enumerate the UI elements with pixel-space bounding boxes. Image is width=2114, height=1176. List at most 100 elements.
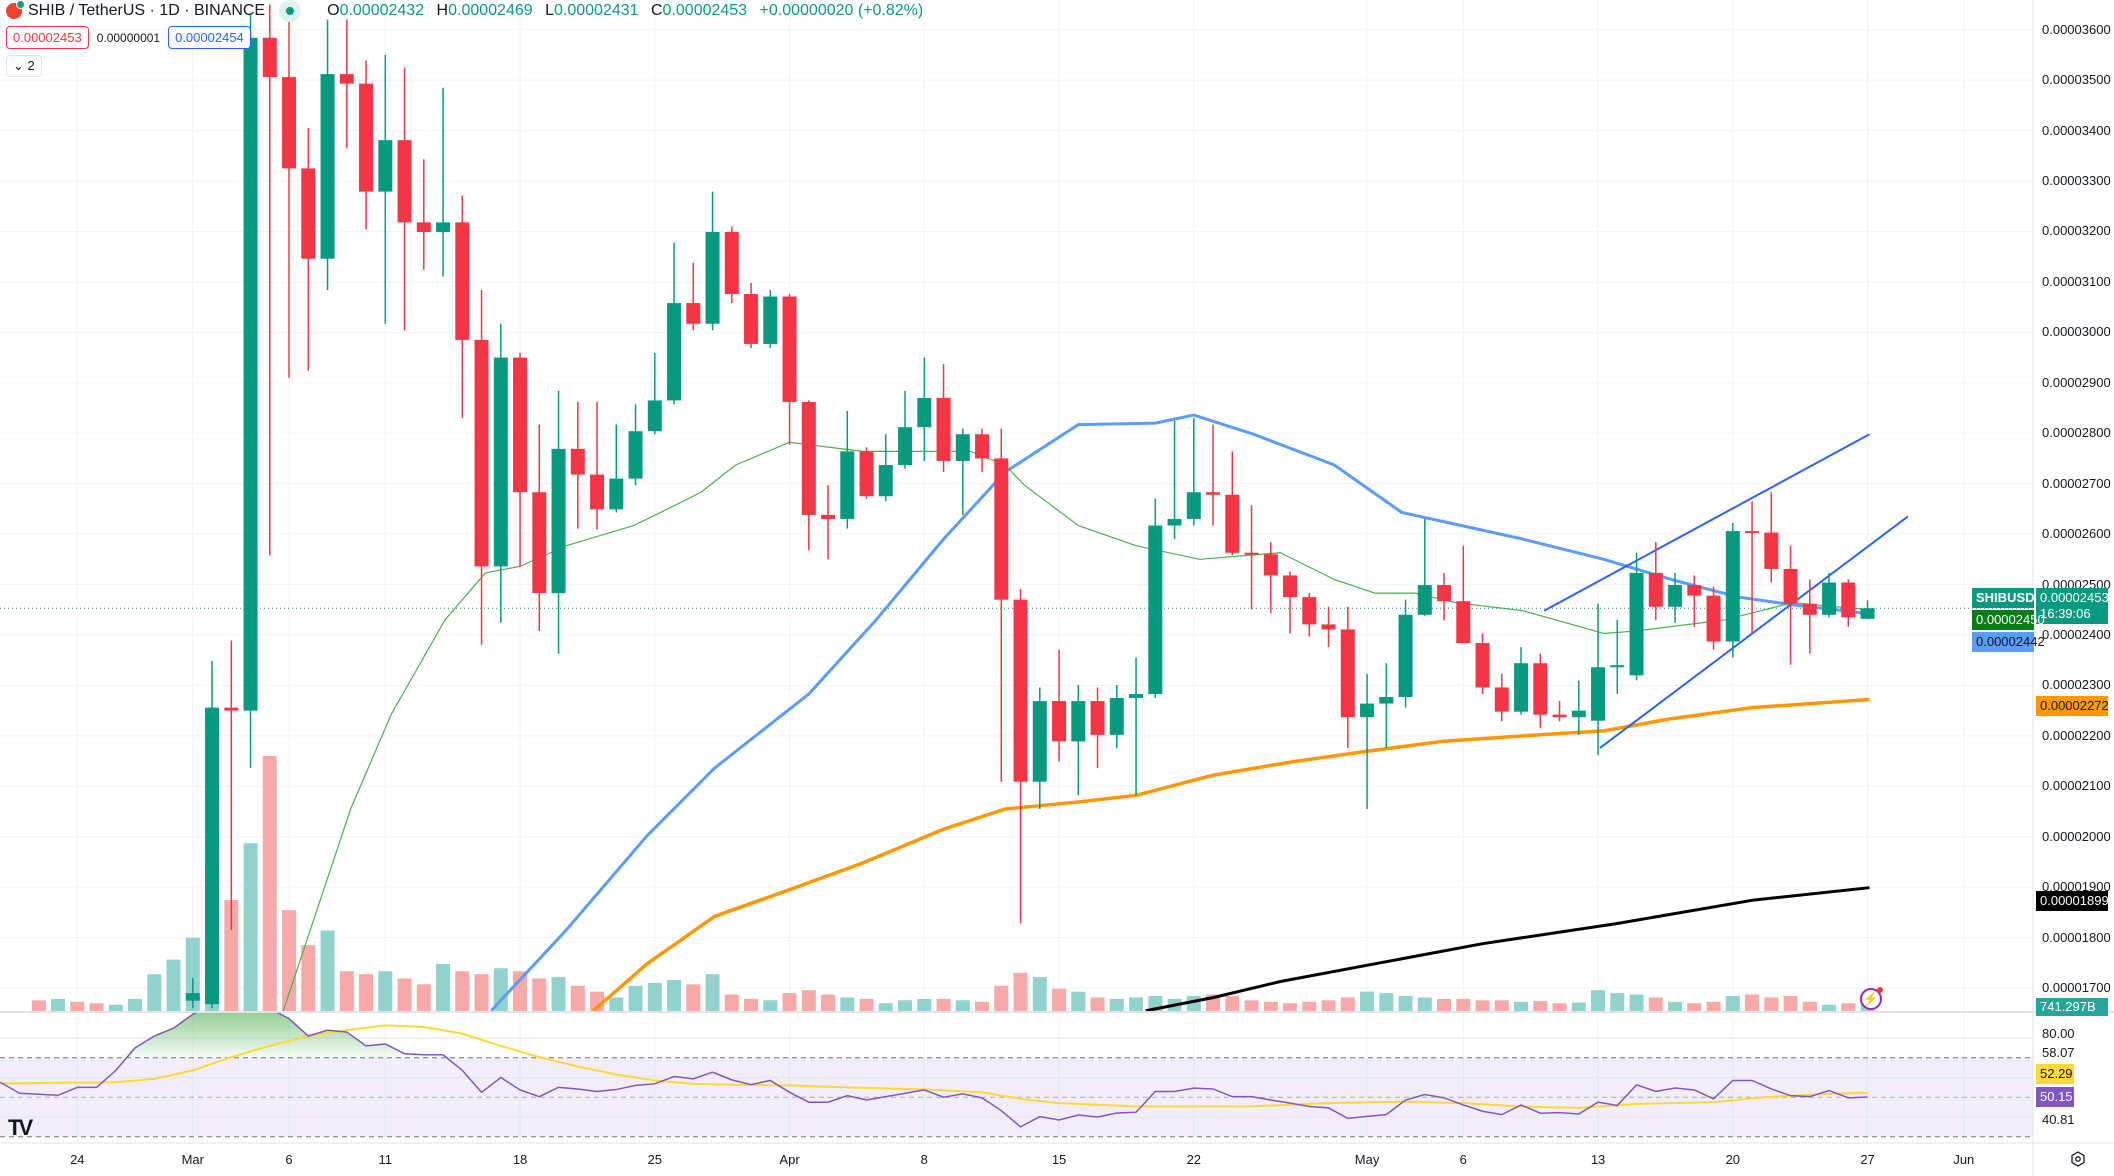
volume-bar xyxy=(994,985,1009,1012)
open-value: 0.00002432 xyxy=(339,2,425,19)
volume-bar xyxy=(551,977,566,1012)
volume-bar xyxy=(1552,1003,1567,1012)
volume-bar xyxy=(955,1000,970,1012)
time-axis-label: 20 xyxy=(1725,1152,1741,1167)
open-label: O xyxy=(327,2,340,19)
rsi-ma-badge: 52.29 xyxy=(2036,1064,2074,1084)
candle-body xyxy=(801,401,816,515)
time-axis-label: 8 xyxy=(920,1152,928,1167)
volume-bar xyxy=(1244,1000,1259,1012)
candle-body xyxy=(821,514,836,519)
price-axis-label: 0.00003200 xyxy=(2042,223,2111,239)
candle-body xyxy=(185,993,200,1001)
volume-bar xyxy=(1745,994,1760,1012)
price-axis-label: 0.00002200 xyxy=(2042,727,2111,743)
ma20-line xyxy=(282,441,1870,1011)
volume-bar xyxy=(1283,1003,1298,1012)
volume-bar xyxy=(1783,995,1798,1012)
volume-bar xyxy=(763,1000,778,1012)
volume-bar xyxy=(1263,1001,1278,1012)
candle-body xyxy=(1610,665,1625,668)
candle-body xyxy=(493,357,508,567)
time-axis-label: 15 xyxy=(1051,1152,1067,1167)
time-axis-label: 25 xyxy=(647,1152,663,1167)
candle-body xyxy=(647,400,662,432)
candle-body xyxy=(1071,701,1086,742)
candle-body xyxy=(744,294,759,344)
volume-bar xyxy=(1514,1001,1529,1012)
volume-bar xyxy=(339,971,354,1012)
candle-body xyxy=(628,431,643,479)
volume-bar xyxy=(840,997,855,1012)
candle-body xyxy=(994,458,1009,600)
volume-bar xyxy=(609,997,624,1012)
time-axis-label: Jun xyxy=(1953,1152,1975,1167)
indicators-toggle[interactable]: ⌄ 2 xyxy=(6,55,42,77)
candle-body xyxy=(1263,554,1278,576)
candle-body xyxy=(1340,629,1355,718)
volume-bar xyxy=(147,974,162,1012)
ma100-badge: 0.00002272 xyxy=(2036,695,2109,716)
price-axis-label: 0.00002900 xyxy=(2042,374,2111,390)
candle-body xyxy=(1860,608,1875,619)
candle-body xyxy=(1668,585,1683,607)
sell-button[interactable]: 0.00002453 xyxy=(6,26,89,49)
channel-trendline xyxy=(1599,515,1909,749)
volume-bar xyxy=(1610,993,1625,1012)
volume-bar xyxy=(821,994,836,1012)
time-axis-label: 22 xyxy=(1186,1152,1202,1167)
volume-bar xyxy=(320,930,335,1012)
rsi-content xyxy=(0,1013,2033,1138)
price-axis-label: 0.00002700 xyxy=(2042,475,2111,491)
volume-bar xyxy=(1648,997,1663,1012)
rsi-overbought-fill xyxy=(0,1013,1868,1058)
lightning-alert-icon[interactable]: ⚡ xyxy=(1860,987,1883,1010)
volume-bar xyxy=(1109,998,1124,1012)
candle-body xyxy=(205,707,220,1005)
symbol-title[interactable]: SHIB / TetherUS · 1D · BINANCE xyxy=(28,2,266,19)
volume-bar xyxy=(455,971,470,1012)
candle-body xyxy=(590,474,605,510)
price-axis-label: 0.00001700 xyxy=(2042,980,2111,996)
volume-bar xyxy=(416,984,431,1012)
volume-bar xyxy=(1668,1001,1683,1012)
close-label: C xyxy=(650,2,663,19)
candle-body xyxy=(955,434,970,461)
volume-bar xyxy=(166,959,181,1012)
rsi-axis-lower: 40.81 xyxy=(2042,1112,2075,1127)
volume-bar xyxy=(744,998,759,1012)
low-value: 0.00002431 xyxy=(554,2,639,19)
volume-bar xyxy=(1379,993,1394,1012)
channel-trendline xyxy=(1543,433,1870,612)
volume-bar xyxy=(1571,1002,1586,1012)
volume-bar xyxy=(224,899,239,1012)
candle-body xyxy=(1090,701,1105,735)
market-status-icon[interactable] xyxy=(279,0,302,22)
volume-bar xyxy=(1802,1001,1817,1012)
candle-body xyxy=(1456,601,1471,644)
candle-body xyxy=(975,434,990,459)
candle-body xyxy=(1186,492,1201,519)
ma50-line xyxy=(490,413,1870,1012)
candle-body xyxy=(1571,710,1586,718)
volume-badge: 741.297B xyxy=(2036,998,2108,1016)
volume-bar xyxy=(1725,995,1740,1012)
rsi-value-badge: 50.15 xyxy=(2036,1087,2074,1107)
volume-bar xyxy=(975,1001,990,1012)
settings-gear-icon[interactable] xyxy=(2070,1151,2086,1167)
volume-bar xyxy=(1841,1003,1856,1012)
close-value: 0.00002453 xyxy=(662,2,748,19)
volume-bar xyxy=(436,963,451,1012)
volume-bar xyxy=(1475,1000,1490,1012)
candle-body xyxy=(917,397,932,428)
volume-bar xyxy=(1398,995,1413,1012)
candle-body xyxy=(936,397,951,461)
candle-body xyxy=(1283,575,1298,598)
volume-bar xyxy=(378,971,393,1012)
buy-button[interactable]: 0.00002454 xyxy=(168,26,251,49)
ma50-badge: 0.00002442 xyxy=(1972,632,2045,653)
candle-body xyxy=(724,231,739,295)
candle-body xyxy=(667,303,682,401)
time-axis-label: 6 xyxy=(285,1152,293,1167)
